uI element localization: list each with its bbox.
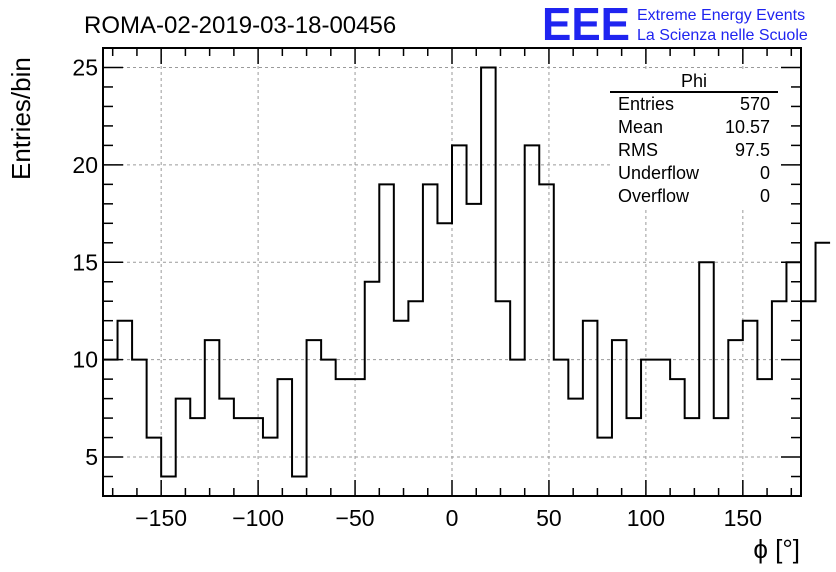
eee-logo: EEE Extreme Energy Events La Scienza nel…	[542, 0, 808, 50]
x-tick-labels: −150 −100 −50 0 50 100 150	[135, 505, 762, 531]
x-tick-label: −100	[232, 505, 284, 531]
stats-title: Phi	[681, 71, 707, 91]
x-tick-label: 100	[627, 505, 665, 531]
stats-rows: Entries 570 Mean 10.57 RMS 97.5 Underflow 0 Over…	[618, 94, 770, 206]
stats-box: Phi Entries 570 Mean 10.57 RMS 97.5 Underflow 0…	[610, 71, 778, 210]
eee-logo-mark: EEE	[542, 0, 630, 50]
logo-line-2: La Scienza nelle Scuole	[637, 27, 808, 44]
histogram-outline	[103, 66, 831, 478]
stats-row-value: 0	[760, 163, 770, 183]
stats-row-label: Overflow	[618, 186, 690, 206]
y-tick-label: 10	[72, 347, 98, 373]
stats-row-value: 570	[740, 94, 770, 114]
y-axis-title: Entries/bin	[6, 57, 36, 180]
stats-row-label: Mean	[618, 117, 663, 137]
stats-row-value: 97.5	[735, 140, 770, 160]
y-tick-label: 5	[85, 444, 98, 470]
y-tick-label: 15	[72, 249, 98, 275]
chart-title: ROMA-02-2019-03-18-00456	[84, 12, 396, 39]
logo-line-1: Extreme Energy Events	[637, 7, 805, 24]
stats-row-value: 0	[760, 186, 770, 206]
stats-row-value: 10.57	[725, 117, 770, 137]
x-tick-label: 0	[446, 505, 459, 531]
stats-box-background	[610, 72, 778, 210]
y-tick-label: 25	[72, 54, 98, 80]
y-tick-labels: 5 10 15 20 25	[72, 54, 98, 470]
x-tick-label: 50	[536, 505, 562, 531]
x-tick-label: −150	[135, 505, 187, 531]
stats-row-label: Entries	[618, 94, 674, 114]
axis-ticks	[103, 47, 801, 497]
x-axis-title: ϕ [°]	[753, 534, 800, 564]
y-tick-label: 20	[72, 152, 98, 178]
x-tick-label: −50	[336, 505, 375, 531]
x-tick-label: 150	[724, 505, 762, 531]
stats-row-label: Underflow	[618, 163, 700, 183]
stats-row-label: RMS	[618, 140, 658, 160]
